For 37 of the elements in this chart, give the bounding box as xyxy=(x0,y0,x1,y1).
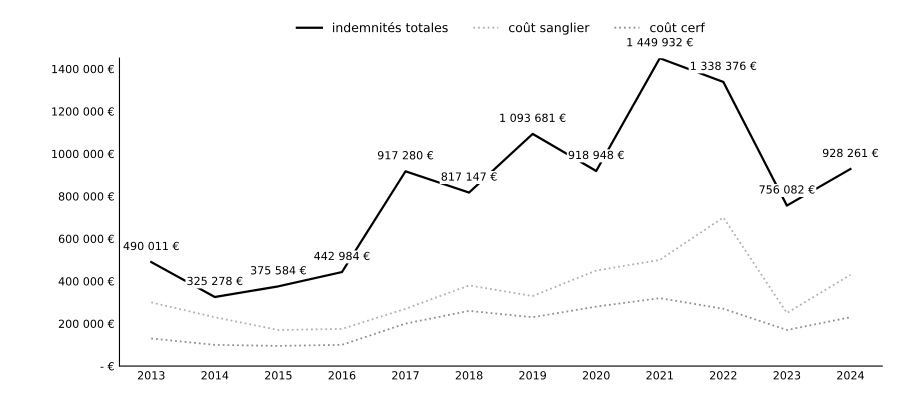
x-tick-label: 2022 xyxy=(710,371,736,380)
data-label: 375 584 € xyxy=(250,266,306,274)
y-tick-label: 1400 000 € xyxy=(52,64,114,74)
x-tick-label: 2015 xyxy=(265,371,292,380)
x-tick-label: 2014 xyxy=(201,371,228,380)
y-tick-label: 1000 000 € xyxy=(52,150,114,158)
legend-label: coût cerf xyxy=(650,22,706,32)
x-tick-label: 2017 xyxy=(392,371,419,380)
x-tick-label: 2020 xyxy=(582,371,610,380)
x-tick-label: 2021 xyxy=(646,371,673,380)
y-tick-label: 800 000 € xyxy=(58,192,114,201)
data-label: 917 280 € xyxy=(378,151,434,160)
data-label: 490 011 € xyxy=(124,242,179,250)
x-tick-label: 2019 xyxy=(519,371,546,380)
x-tick-label: 2016 xyxy=(328,371,356,380)
x-tick-label: 2023 xyxy=(774,371,800,380)
y-tick-label: 1200 000 € xyxy=(52,107,114,116)
y-tick-label: 600 000 € xyxy=(58,234,114,244)
y-tick-label: - € xyxy=(100,362,114,370)
line-series xyxy=(150,216,852,331)
data-label: 918 948 € xyxy=(568,150,624,160)
x-tick-label: 2018 xyxy=(456,371,482,380)
x-tick-label: 2024 xyxy=(837,371,864,380)
data-label: 325 278 € xyxy=(187,276,242,286)
data-label: 1 093 681 € xyxy=(500,114,566,122)
data-label: 756 082 € xyxy=(760,185,814,194)
y-tick-label: 200 000 € xyxy=(58,320,114,328)
data-label: 442 984 € xyxy=(314,252,370,260)
legend-label: coût sanglier xyxy=(509,22,590,35)
data-label: 928 261 € xyxy=(822,148,878,158)
data-label: 1 338 376 € xyxy=(690,62,756,70)
y-tick-label: 400 000 € xyxy=(58,277,114,286)
legend-label: indemnités totales xyxy=(333,22,448,32)
line-series xyxy=(150,297,852,347)
data-label: 1 449 932 € xyxy=(627,38,693,46)
data-label: 817 147 € xyxy=(442,172,497,181)
x-tick-label: 2013 xyxy=(138,371,164,380)
